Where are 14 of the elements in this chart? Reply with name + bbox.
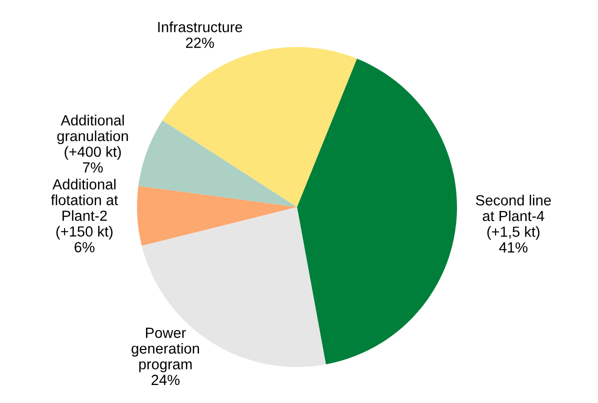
slice-label: Second line at Plant-4 (+1,5 kt) (476, 194, 551, 240)
slice-label: Power generation program (132, 328, 199, 372)
data-label: 41% (499, 242, 528, 253)
data-label: 22% (186, 38, 214, 48)
pie-slice (138, 120, 297, 207)
data-label: 24% (152, 374, 180, 386)
data-label: 6% (74, 242, 94, 252)
slice-label: Additional flotation at Plant-2 (+150 kt) (51, 178, 118, 240)
pie-slice (137, 186, 297, 246)
pie-slice (162, 47, 357, 207)
data-label: 7% (82, 162, 103, 173)
pie-slice (297, 58, 457, 364)
slice-label: Infrastructure (158, 22, 242, 32)
slice-label: Additional granulation (+400 kt) (57, 114, 128, 160)
